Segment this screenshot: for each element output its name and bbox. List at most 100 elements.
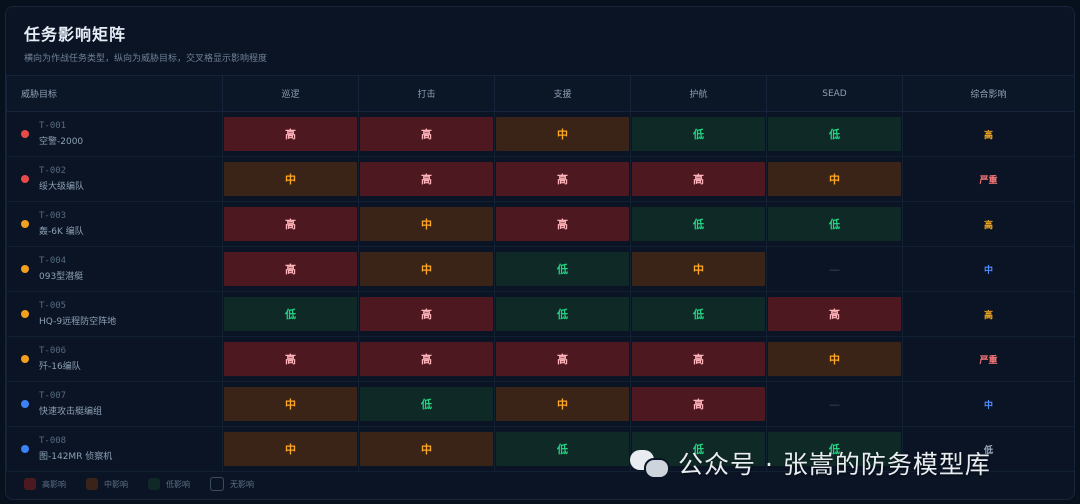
table-row[interactable]: T-006 歼-16编队高高高高中严重: [6, 336, 1074, 382]
matrix-cell[interactable]: 中: [630, 246, 767, 292]
table-row[interactable]: T-001 空警-2000 高高中低低高: [6, 111, 1074, 157]
target-name: 图-142MR 侦察机: [39, 452, 113, 462]
impact-level: 低: [496, 432, 629, 466]
impact-level: 中: [496, 117, 629, 151]
target-name: 空警-2000: [39, 137, 84, 147]
matrix-cell[interactable]: 中: [222, 426, 359, 472]
impact-level: 低: [496, 297, 629, 331]
matrix-cell[interactable]: 中: [494, 111, 631, 157]
matrix-cell[interactable]: 中: [222, 156, 359, 202]
impact-level: 高: [360, 297, 493, 331]
impact-level: 中: [632, 252, 765, 286]
column-header-sead[interactable]: SEAD: [766, 75, 903, 112]
matrix-cell[interactable]: 低: [630, 291, 767, 337]
matrix-cell[interactable]: 高: [494, 336, 631, 382]
matrix-cell[interactable]: —: [766, 246, 903, 292]
matrix-cell[interactable]: 中: [494, 381, 631, 427]
column-header-support[interactable]: 支援: [494, 75, 631, 112]
target-name: 轰-6K 编队: [39, 227, 84, 237]
threat-level-dot: [21, 445, 29, 453]
overall-impact: 中: [902, 246, 1074, 292]
matrix-cell[interactable]: —: [766, 381, 903, 427]
matrix-cell[interactable]: 高: [358, 156, 495, 202]
threat-level-dot: [21, 400, 29, 408]
impact-level: 高: [224, 117, 357, 151]
impact-level: —: [829, 397, 840, 411]
impact-level: 低: [632, 297, 765, 331]
overall-impact: 中: [902, 381, 1074, 427]
matrix-cell[interactable]: 低: [766, 111, 903, 157]
threat-level-dot: [21, 220, 29, 228]
matrix-cell[interactable]: 高: [222, 246, 359, 292]
matrix-cell[interactable]: 低: [222, 291, 359, 337]
legend-label: 无影响: [230, 479, 254, 489]
matrix-cell[interactable]: 低: [494, 246, 631, 292]
matrix-cell[interactable]: 中: [766, 156, 903, 202]
matrix-cell[interactable]: 高: [222, 111, 359, 157]
matrix-cell[interactable]: 中: [358, 246, 495, 292]
impact-level: 中: [496, 387, 629, 421]
matrix-cell[interactable]: 高: [630, 156, 767, 202]
legend-swatch-high: [24, 478, 36, 490]
matrix-cell[interactable]: 中: [222, 381, 359, 427]
table-row[interactable]: T-005 HQ-9远程防空阵地低高低低高高: [6, 291, 1074, 337]
impact-level: 中: [360, 432, 493, 466]
column-header-target: 威胁目标: [6, 75, 223, 112]
legend-item-low: 低影响: [148, 477, 190, 491]
matrix-cell[interactable]: 低: [494, 291, 631, 337]
matrix-cell[interactable]: 高: [630, 381, 767, 427]
matrix-cell[interactable]: 高: [358, 336, 495, 382]
threat-target-cell: T-003 轰-6K 编队: [6, 201, 223, 247]
target-id: T-007: [39, 391, 67, 401]
matrix-cell[interactable]: 高: [494, 201, 631, 247]
table-row[interactable]: T-007 快速攻击艇编组中低中高 — 中: [6, 381, 1074, 427]
matrix-cell[interactable]: 高: [766, 291, 903, 337]
threat-level-dot: [21, 355, 29, 363]
matrix-cell[interactable]: 高: [358, 291, 495, 337]
impact-level: 高: [768, 297, 901, 331]
threat-level-dot: [21, 265, 29, 273]
table-row[interactable]: T-004 093型潜艇高中低中 — 中: [6, 246, 1074, 292]
impact-level: 低: [768, 117, 901, 151]
matrix-cell[interactable]: 高: [222, 201, 359, 247]
target-id: T-005: [39, 301, 67, 311]
column-header-patrol[interactable]: 巡逻: [222, 75, 359, 112]
impact-level: 低: [496, 252, 629, 286]
threat-target-cell: T-007 快速攻击艇编组: [6, 381, 223, 427]
legend-label: 低影响: [166, 479, 190, 489]
table-row[interactable]: T-002 绥大级编队中高高高中严重: [6, 156, 1074, 202]
matrix-cell[interactable]: 高: [358, 111, 495, 157]
matrix-cell[interactable]: 高: [630, 336, 767, 382]
target-name: 093型潜艇: [39, 272, 84, 282]
impact-level: 高: [632, 387, 765, 421]
matrix-cell[interactable]: 高: [494, 156, 631, 202]
impact-level: 高: [496, 162, 629, 196]
impact-level: 中: [224, 432, 357, 466]
threat-level-dot: [21, 310, 29, 318]
page-subtitle: 横向为作战任务类型，纵向为威胁目标，交叉格显示影响程度: [24, 54, 268, 64]
impact-level: 低: [360, 387, 493, 421]
legend-label: 高影响: [42, 479, 66, 489]
matrix-cell[interactable]: 中: [358, 201, 495, 247]
matrix-cell[interactable]: 低: [630, 111, 767, 157]
column-header-overall[interactable]: 综合影响: [902, 75, 1074, 112]
matrix-cell[interactable]: 低: [494, 426, 631, 472]
matrix-cell[interactable]: 低: [766, 426, 903, 472]
matrix-cell[interactable]: 中: [766, 336, 903, 382]
matrix-cell[interactable]: 低: [766, 201, 903, 247]
impact-level: 低: [632, 117, 765, 151]
column-header-escort[interactable]: 护航: [630, 75, 767, 112]
legend-item-mid: 中影响: [86, 477, 128, 491]
matrix-cell[interactable]: 低: [630, 201, 767, 247]
table-row[interactable]: T-003 轰-6K 编队高中高低低高: [6, 201, 1074, 247]
overall-impact: 严重: [902, 336, 1074, 382]
target-name: HQ-9远程防空阵地: [39, 317, 117, 327]
matrix-cell[interactable]: 中: [358, 426, 495, 472]
matrix-cell[interactable]: 低: [358, 381, 495, 427]
matrix-cell[interactable]: 高: [222, 336, 359, 382]
page-title: 任务影响矩阵: [24, 25, 127, 44]
threat-target-cell: T-008 图-142MR 侦察机: [6, 426, 223, 472]
overall-impact: 高: [902, 201, 1074, 247]
column-header-strike[interactable]: 打击: [358, 75, 495, 112]
matrix-body: T-001 空警-2000 高高中低低高 T-002 绥大级编队中高高高中严重 T-003…: [6, 111, 1074, 472]
